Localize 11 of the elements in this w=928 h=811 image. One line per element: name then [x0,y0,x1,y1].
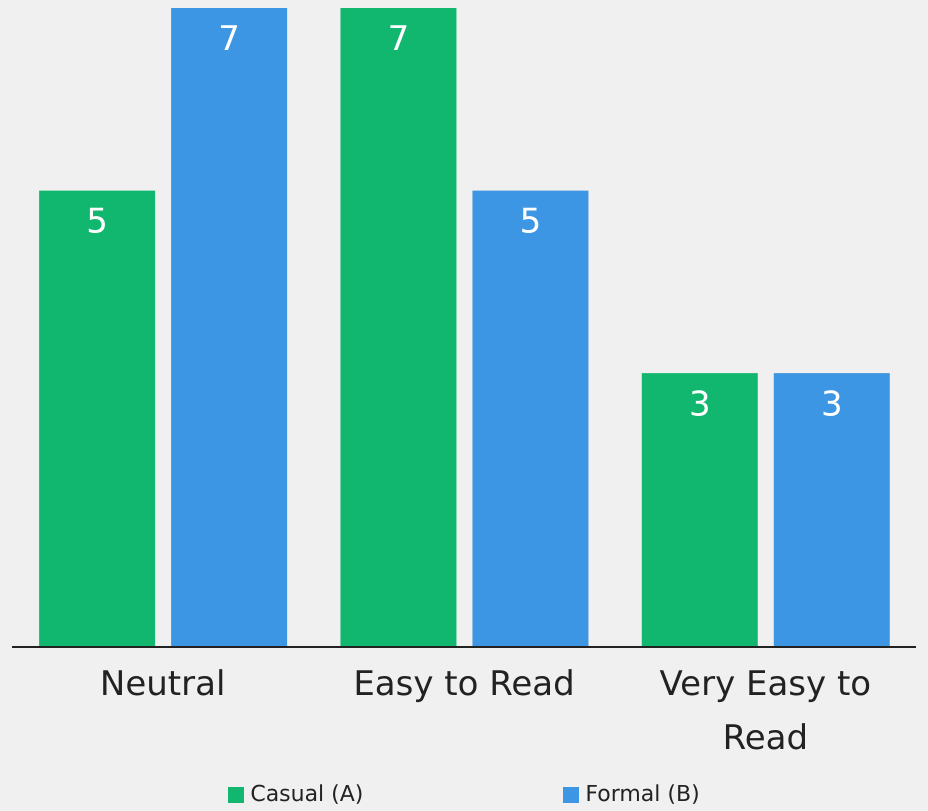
legend-label: Casual (A) [249,782,364,807]
x-tick-label: Neutral [100,664,226,704]
data-label: 7 [218,19,240,60]
data-label: 7 [388,19,410,60]
data-label: 5 [86,202,108,242]
data-label: 3 [688,384,711,424]
x-tick-label: Very Easy to Read [660,664,872,758]
data-label: 3 [820,384,843,424]
legend-label: Formal (B) [584,782,700,807]
data-label: 5 [520,202,542,242]
x-tick-label: Easy to Read [353,664,575,704]
